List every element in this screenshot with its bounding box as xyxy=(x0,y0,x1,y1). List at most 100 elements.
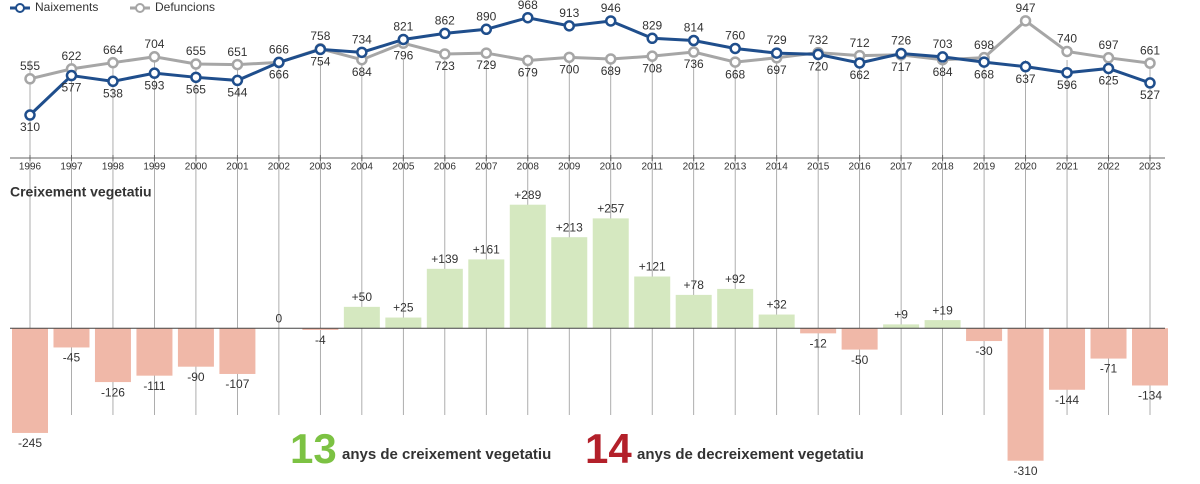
bar-label: -50 xyxy=(851,353,869,367)
point xyxy=(65,69,78,82)
point xyxy=(1144,57,1156,69)
point xyxy=(480,47,493,59)
point xyxy=(107,75,119,88)
x-tick-label: 2000 xyxy=(185,162,208,173)
data-label: 758 xyxy=(310,29,330,43)
data-label: 734 xyxy=(352,33,372,47)
x-tick-label: 2005 xyxy=(392,162,415,173)
data-label: 684 xyxy=(352,65,372,79)
bar-label: +257 xyxy=(597,202,624,216)
bar xyxy=(883,324,920,329)
point xyxy=(190,71,202,84)
bar xyxy=(426,268,463,329)
x-tick-label: 2001 xyxy=(226,162,249,173)
data-label: 666 xyxy=(269,43,289,57)
x-tick-label: 2022 xyxy=(1097,162,1120,173)
bar-label: +121 xyxy=(639,260,666,274)
bar-label: +161 xyxy=(473,243,500,257)
summary-text: anys de decreixement vegetatiu xyxy=(637,446,864,463)
bar xyxy=(343,306,380,329)
x-tick-label: 1996 xyxy=(19,162,42,173)
point xyxy=(812,48,824,61)
bar-label: +50 xyxy=(352,290,373,304)
bar-label: +213 xyxy=(556,220,583,234)
point xyxy=(936,51,949,63)
data-label: 760 xyxy=(725,29,745,43)
data-label: 740 xyxy=(1057,32,1077,46)
data-label: 679 xyxy=(518,66,538,80)
bar xyxy=(94,328,131,383)
summary-text: anys de creixement vegetatiu xyxy=(342,446,551,463)
point xyxy=(148,51,161,63)
bar-label: -245 xyxy=(18,436,42,450)
chart-subtitle: Creixement vegetatiu xyxy=(10,184,152,200)
data-label: 666 xyxy=(269,68,289,82)
data-label: 310 xyxy=(20,120,40,134)
point xyxy=(729,42,741,55)
point xyxy=(1061,45,1073,58)
bar-label: -45 xyxy=(63,351,81,365)
data-label: 668 xyxy=(974,67,994,81)
data-label: 708 xyxy=(642,61,662,75)
data-label: 625 xyxy=(1099,74,1119,88)
bar-label: +78 xyxy=(684,278,705,292)
point xyxy=(563,51,576,64)
bar xyxy=(509,204,546,329)
x-tick-label: 2006 xyxy=(434,162,457,173)
bar xyxy=(385,317,422,329)
x-tick-label: 2012 xyxy=(683,162,706,173)
data-label: 717 xyxy=(891,60,911,74)
data-label: 736 xyxy=(684,57,704,71)
legend-marker xyxy=(15,3,25,13)
data-label: 596 xyxy=(1057,78,1077,92)
bar xyxy=(1132,328,1168,386)
point xyxy=(480,23,493,36)
point xyxy=(687,34,700,47)
point xyxy=(190,58,202,70)
bar-label: -90 xyxy=(187,370,205,384)
data-label: 723 xyxy=(435,59,455,73)
bar-label: +25 xyxy=(393,301,414,315)
bar-label: +19 xyxy=(932,303,953,317)
bar-label: -144 xyxy=(1055,393,1079,407)
data-label: 732 xyxy=(808,33,828,47)
data-label: 697 xyxy=(1099,38,1119,52)
x-tick-label: 1998 xyxy=(102,162,125,173)
point xyxy=(148,67,161,79)
point xyxy=(439,27,451,40)
point xyxy=(895,47,907,60)
x-tick-label: 2003 xyxy=(309,162,332,173)
x-tick-label: 2017 xyxy=(890,162,913,173)
data-label: 527 xyxy=(1140,88,1160,102)
data-label: 913 xyxy=(559,6,579,20)
data-label: 651 xyxy=(227,45,247,59)
data-label: 662 xyxy=(850,68,870,82)
data-label: 684 xyxy=(933,65,953,79)
point xyxy=(522,54,534,67)
data-label: 862 xyxy=(435,14,455,28)
data-label: 655 xyxy=(186,44,206,58)
data-label: 689 xyxy=(601,64,621,78)
point xyxy=(397,33,410,46)
data-label: 622 xyxy=(61,49,81,63)
point xyxy=(273,56,285,69)
data-label: 712 xyxy=(850,36,870,50)
point xyxy=(604,53,617,65)
x-tick-label: 2009 xyxy=(558,162,581,173)
point xyxy=(1102,52,1115,64)
point xyxy=(314,43,327,56)
legend-marker xyxy=(135,3,145,13)
data-label: 668 xyxy=(725,67,745,81)
point xyxy=(646,32,658,45)
data-label: 796 xyxy=(393,48,413,62)
x-tick-label: 1999 xyxy=(143,162,166,173)
bar xyxy=(468,259,505,329)
bar xyxy=(1049,328,1086,390)
point xyxy=(356,46,368,59)
bar xyxy=(302,328,339,330)
point xyxy=(231,74,244,87)
x-tick-label: 2021 xyxy=(1056,162,1079,173)
bar-label: -4 xyxy=(315,333,326,347)
bar-label: -111 xyxy=(143,379,166,393)
bar xyxy=(53,328,90,348)
